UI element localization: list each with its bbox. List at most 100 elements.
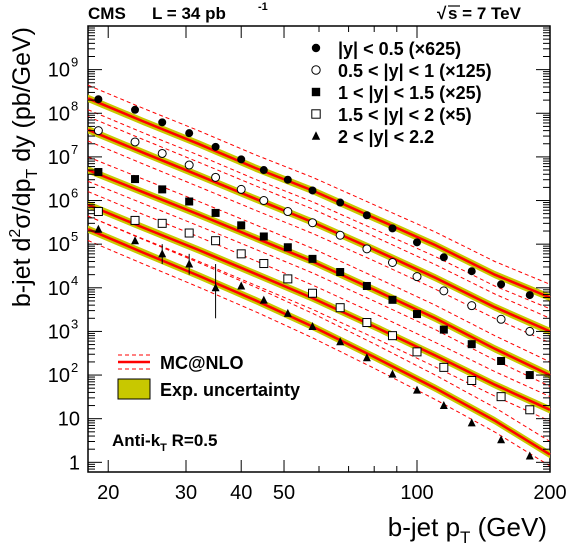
mcnlo-upper-dashed-4 <box>87 215 551 442</box>
data-point-s4-11 <box>388 369 397 378</box>
data-point-s3-5 <box>236 249 246 259</box>
data-point-s0-14 <box>467 267 476 276</box>
data-point-s1-14 <box>467 301 477 311</box>
data-point-s2-0 <box>94 168 103 177</box>
y-tick-exponent: 7 <box>71 142 78 157</box>
data-point-s2-4 <box>211 208 220 217</box>
data-point-s4-5 <box>237 281 246 290</box>
experiment-label: CMS <box>88 4 126 23</box>
legend-marker-0 <box>311 43 321 53</box>
mcnlo-lower-dashed-2 <box>87 180 551 387</box>
y-tick-exponent: 9 <box>71 55 78 70</box>
exp-uncertainty-band-3 <box>88 201 550 414</box>
data-point-s4-9 <box>336 337 345 346</box>
axis-ticks <box>88 26 551 473</box>
data-point-s4-13 <box>439 401 448 410</box>
data-point-s2-14 <box>467 340 476 349</box>
exp-uncertainty-band-2 <box>88 166 550 379</box>
data-point-s3-1 <box>130 215 140 225</box>
data-point-s3-15 <box>496 392 506 402</box>
legend-mcnlo-label: MC@NLO <box>160 353 244 373</box>
data-point-s1-9 <box>335 230 345 240</box>
mcnlo-lower-dashed-0 <box>87 109 551 310</box>
data-point-s0-6 <box>259 166 268 175</box>
legend-label-0: |y| < 0.5 (×625) <box>338 39 461 59</box>
data-point-s3-13 <box>439 362 449 372</box>
y-tick-label: 10 <box>48 147 70 169</box>
data-point-s3-10 <box>362 318 372 328</box>
data-point-s2-1 <box>131 175 140 184</box>
data-points <box>93 95 535 460</box>
data-point-s4-2 <box>158 249 167 258</box>
data-point-s0-0 <box>94 95 103 104</box>
legend-label-2: 1 < |y| < 1.5 (×25) <box>338 83 482 103</box>
data-point-s0-13 <box>439 253 448 262</box>
y-tick-label: 10 <box>48 278 70 300</box>
y-tick-label: 10 <box>48 321 70 343</box>
data-point-s1-12 <box>412 272 422 282</box>
mcnlo-lower-dashed-4 <box>87 240 551 467</box>
data-point-s1-3 <box>184 160 194 170</box>
algorithm-label: Anti-kT R=0.5 <box>112 431 217 454</box>
data-point-s2-10 <box>362 281 371 290</box>
legend-label-4: 2 < |y| < 2.2 <box>338 127 434 147</box>
data-point-s2-7 <box>283 243 292 252</box>
x-tick-label: 100 <box>400 482 433 504</box>
mcnlo-upper-dashed-1 <box>87 116 551 319</box>
data-point-s0-11 <box>388 224 397 233</box>
data-point-s2-11 <box>388 295 397 304</box>
legend-marker-1 <box>311 65 321 75</box>
legend-exp-uncertainty-label: Exp. uncertainty <box>160 380 300 400</box>
data-point-s3-8 <box>307 288 317 298</box>
x-tick-label: 50 <box>273 482 295 504</box>
data-point-s0-15 <box>497 280 506 289</box>
legend-exp-uncertainty-swatch <box>117 378 151 400</box>
y-tick-label: 10 <box>48 191 70 213</box>
data-point-s4-8 <box>308 321 317 330</box>
data-point-s0-9 <box>336 198 345 207</box>
y-tick-label: 10 <box>48 234 70 256</box>
data-point-s1-0 <box>93 126 103 136</box>
mcnlo-lower-dashed-3 <box>87 215 551 422</box>
data-point-s2-2 <box>158 185 167 194</box>
data-point-s0-5 <box>237 155 246 164</box>
x-axis-label: b-jet pT (GeV) <box>388 512 547 547</box>
legend-marker-2 <box>311 87 321 97</box>
data-point-s3-0 <box>93 207 103 217</box>
data-point-s1-6 <box>259 196 269 206</box>
energy-label: s = 7 TeV <box>448 4 522 23</box>
data-point-s1-13 <box>439 286 449 296</box>
y-tick-exponent: 8 <box>71 98 78 113</box>
data-point-s0-10 <box>362 211 371 220</box>
legend-label-1: 0.5 < |y| < 1 (×125) <box>338 61 492 81</box>
data-point-s2-9 <box>336 268 345 277</box>
data-point-s2-16 <box>525 371 534 380</box>
data-point-s2-15 <box>497 356 506 365</box>
data-point-s4-6 <box>259 295 268 304</box>
chart-header: CMS L = 34 pb -1 √ s = 7 TeV <box>88 1 522 23</box>
data-point-s0-7 <box>283 175 292 184</box>
x-tick-labels: 20 30 40 50 100 200 <box>97 482 567 504</box>
mcnlo-upper-dashed-0 <box>87 84 551 285</box>
data-point-s4-15 <box>497 435 506 444</box>
legend-label-3: 1.5 < |y| < 2 (×5) <box>338 105 472 125</box>
data-point-s4-3 <box>185 259 194 268</box>
data-point-s4-14 <box>467 418 476 427</box>
data-point-s4-1 <box>131 236 140 245</box>
data-point-s0-4 <box>211 142 220 151</box>
data-point-s3-6 <box>259 259 269 269</box>
y-tick-label: 10 <box>48 365 70 387</box>
data-point-s3-4 <box>211 236 221 246</box>
y-tick-label: 10 <box>48 103 70 125</box>
y-tick-exponent: 5 <box>71 229 78 244</box>
y-tick-label: 1 <box>69 452 80 474</box>
data-point-s3-9 <box>335 303 345 313</box>
y-tick-exponent: 4 <box>71 273 78 288</box>
data-point-s1-2 <box>157 148 167 158</box>
y-tick-exponent: 2 <box>71 360 78 375</box>
data-point-s1-7 <box>283 207 293 217</box>
y-axis-label: b-jet d2σ/dpT dy (pb/GeV) <box>7 27 41 307</box>
x-tick-label: 200 <box>533 482 566 504</box>
x-tick-label: 30 <box>175 482 197 504</box>
